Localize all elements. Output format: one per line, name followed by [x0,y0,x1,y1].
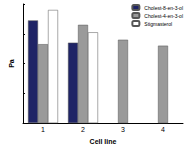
svg-text:2: 2 [81,126,85,133]
svg-text:3: 3 [121,126,125,133]
svg-text:Cholest-4-en-3-ol: Cholest-4-en-3-ol [144,13,183,19]
svg-text:Cholest-8-en-3-ol: Cholest-8-en-3-ol [144,5,183,11]
svg-text:1: 1 [41,126,45,133]
svg-text:Pa: Pa [8,59,15,68]
svg-text:Stigmasterol: Stigmasterol [144,21,172,27]
svg-text:4: 4 [161,126,165,133]
svg-text:Cell line: Cell line [90,138,117,145]
